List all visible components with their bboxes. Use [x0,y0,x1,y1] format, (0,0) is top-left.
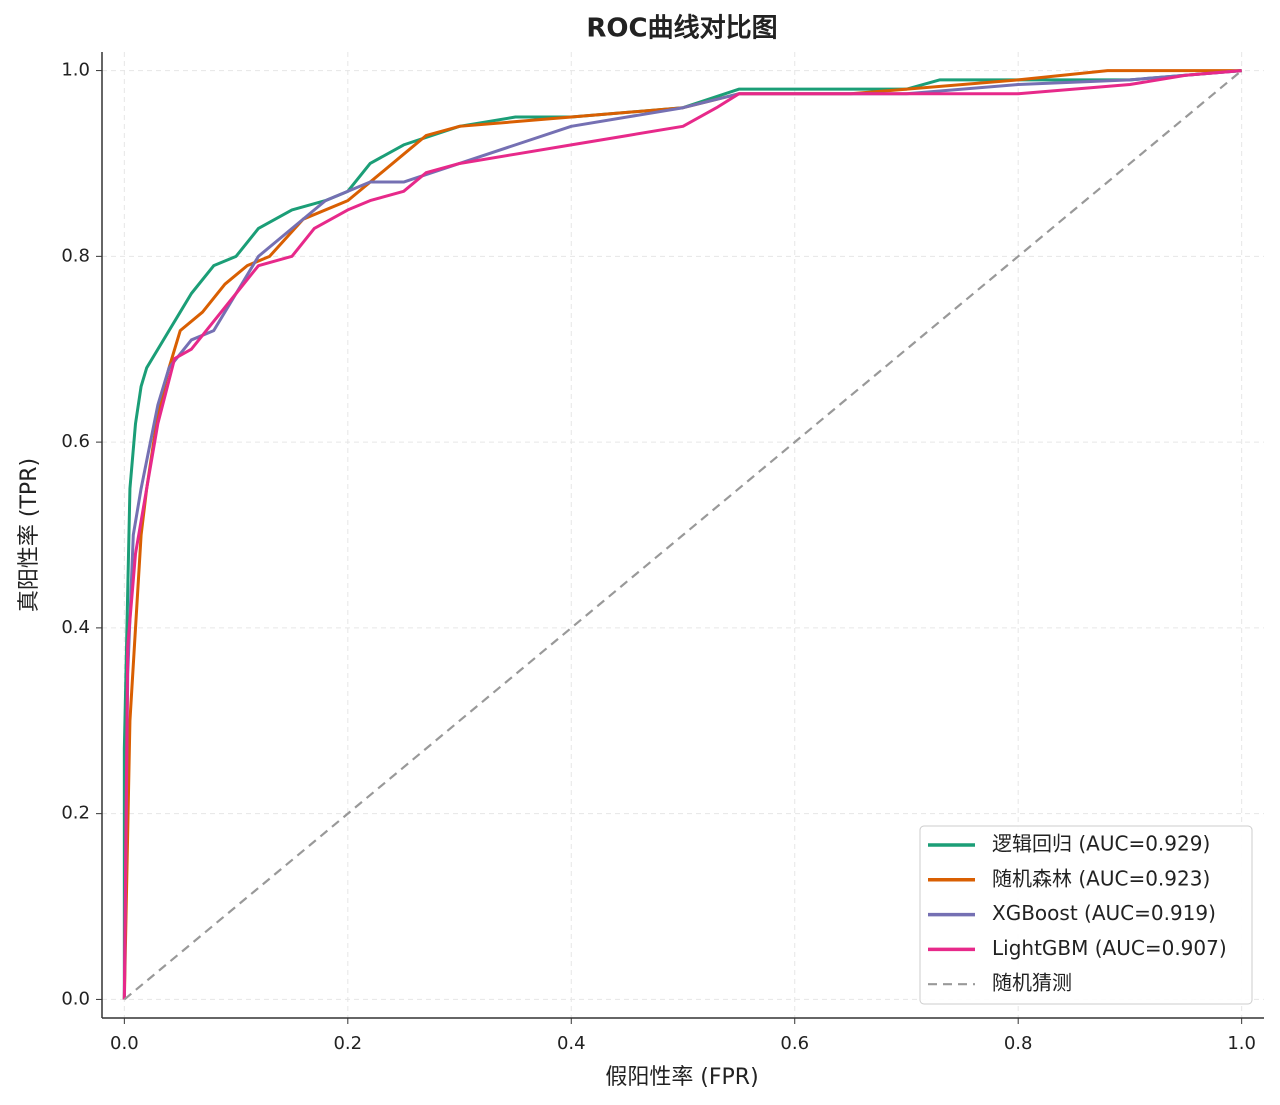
y-tick-label: 0.4 [61,617,90,638]
y-tick-label: 1.0 [61,60,90,81]
legend-label: LightGBM (AUC=0.907) [992,936,1227,960]
legend-label: 随机森林 (AUC=0.923) [992,866,1210,890]
x-tick-label: 0.2 [333,1033,362,1054]
x-tick-label: 0.0 [110,1033,139,1054]
legend-box [919,825,1253,1005]
x-tick-label: 1.0 [1227,1033,1256,1054]
legend-label: 逻辑回归 (AUC=0.929) [992,832,1210,856]
x-axis-label: 假阳性率 (FPR) [605,1065,758,1090]
y-tick-label: 0.6 [61,431,90,452]
y-tick-label: 0.2 [61,803,90,824]
x-tick-label: 0.6 [780,1033,809,1054]
legend-label: XGBoost (AUC=0.919) [992,901,1216,925]
y-tick-label: 0.8 [61,245,90,266]
y-tick-label: 0.0 [61,988,90,1009]
roc-line [123,69,1243,1001]
roc-line [122,69,1242,1000]
chart-title: ROC曲线对比图 [586,14,777,44]
y-axis-label: 真阳性率 (TPR) [17,458,42,612]
legend-label: 随机猜测 [992,971,1072,995]
legend: 逻辑回归 (AUC=0.929) 随机森林 (AUC=0.923) XGBoost … [919,825,1253,1005]
x-tick-label: 0.4 [557,1033,586,1054]
x-tick-label: 0.8 [1004,1033,1033,1054]
